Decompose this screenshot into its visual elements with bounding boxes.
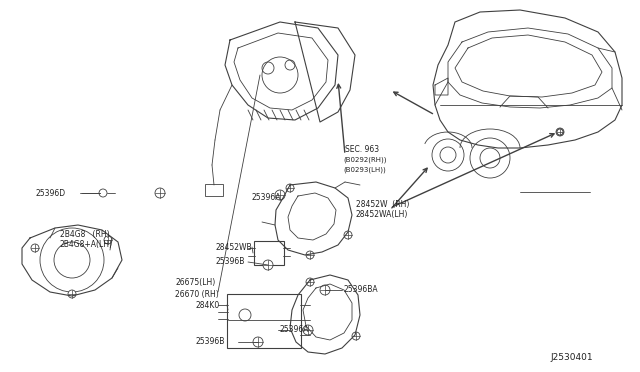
Text: 284K0: 284K0 bbox=[195, 301, 220, 310]
Text: 28452W  (RH): 28452W (RH) bbox=[356, 199, 410, 208]
Circle shape bbox=[253, 337, 263, 347]
Text: (B0292(RH)): (B0292(RH)) bbox=[343, 157, 387, 163]
Circle shape bbox=[104, 236, 112, 244]
Circle shape bbox=[99, 189, 107, 197]
Circle shape bbox=[352, 332, 360, 340]
Circle shape bbox=[68, 290, 76, 298]
Text: 26670 (RH): 26670 (RH) bbox=[175, 291, 219, 299]
Text: J2530401: J2530401 bbox=[550, 353, 593, 362]
Text: SEC. 963: SEC. 963 bbox=[345, 144, 379, 154]
Text: 25396BA: 25396BA bbox=[343, 285, 378, 295]
Circle shape bbox=[306, 278, 314, 286]
Circle shape bbox=[31, 244, 39, 252]
Text: 2B4G8+A(LH): 2B4G8+A(LH) bbox=[60, 241, 113, 250]
Text: 28452WA(LH): 28452WA(LH) bbox=[356, 209, 408, 218]
Circle shape bbox=[306, 251, 314, 259]
Circle shape bbox=[155, 188, 165, 198]
Circle shape bbox=[557, 129, 563, 135]
Text: 25396B: 25396B bbox=[215, 257, 244, 266]
Circle shape bbox=[344, 231, 352, 239]
Text: 28452WB: 28452WB bbox=[215, 243, 252, 251]
Circle shape bbox=[303, 325, 313, 335]
Circle shape bbox=[556, 128, 564, 136]
Text: (B0293(LH)): (B0293(LH)) bbox=[343, 167, 386, 173]
Circle shape bbox=[286, 184, 294, 192]
Text: 25396A: 25396A bbox=[252, 193, 282, 202]
Circle shape bbox=[275, 190, 285, 200]
Text: 25396B: 25396B bbox=[195, 337, 225, 346]
Text: 25396D: 25396D bbox=[35, 189, 65, 198]
Circle shape bbox=[263, 260, 273, 270]
Text: 26675(LH): 26675(LH) bbox=[175, 279, 215, 288]
Text: 2B4G8   (RH): 2B4G8 (RH) bbox=[60, 230, 109, 238]
Text: 25396A: 25396A bbox=[280, 326, 310, 334]
Circle shape bbox=[320, 285, 330, 295]
